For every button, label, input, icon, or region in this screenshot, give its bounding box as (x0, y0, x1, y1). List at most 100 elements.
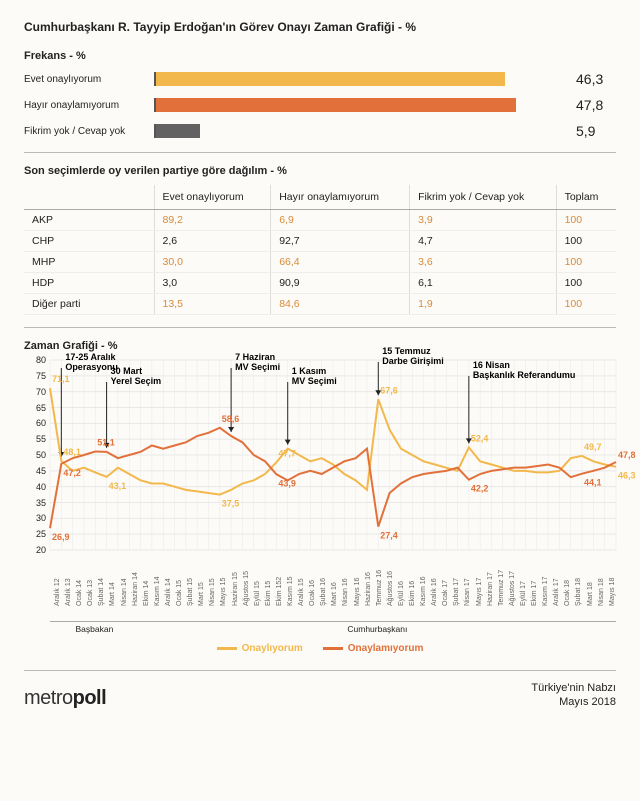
svg-text:46,3: 46,3 (618, 471, 636, 481)
x-tick: Mayıs 15 (220, 595, 227, 606)
freq-value: 5,9 (576, 123, 616, 139)
svg-text:7 Haziran: 7 Haziran (235, 352, 275, 362)
svg-text:17-25 Aralık: 17-25 Aralık (65, 352, 116, 362)
svg-text:42,2: 42,2 (471, 484, 489, 494)
x-tick: Ocak 15 (176, 595, 183, 606)
table-cell: 84,6 (271, 294, 410, 315)
svg-text:43,1: 43,1 (109, 481, 127, 491)
table-rowname: MHP (24, 252, 154, 273)
svg-text:52,4: 52,4 (471, 433, 489, 443)
svg-text:27,4: 27,4 (380, 531, 398, 541)
plot-area: 17-25 AralıkOperasyonu30 MartYerel Seçim… (50, 360, 616, 550)
table-header: Toplam (556, 185, 616, 210)
table-row: MHP30,066,43,6100 (24, 252, 616, 273)
x-tick: Mayıs 18 (609, 595, 616, 606)
x-tick: Ekim 152 (276, 595, 283, 606)
svg-text:47,8: 47,8 (618, 450, 636, 460)
table-rowname: AKP (24, 210, 154, 231)
svg-text:Başkanlık Referandumu: Başkanlık Referandumu (473, 370, 576, 380)
legend: Onaylıyorum Onaylamıyorum (24, 642, 616, 654)
svg-text:47,7: 47,7 (278, 448, 296, 458)
x-tick: Şubat 17 (453, 595, 460, 606)
table-row: Diğer parti13,584,61,9100 (24, 294, 616, 315)
x-tick: Mayıs 17 (476, 595, 483, 606)
party-table: Evet onaylıyorumHayır onaylamıyorumFikri… (24, 185, 616, 315)
freq-bar-track (154, 72, 570, 86)
x-tick: Haziran 16 (365, 595, 372, 606)
logo: metropoll (24, 687, 106, 710)
x-tick: Aralık 17 (553, 595, 560, 606)
x-tick: Aralık 13 (65, 595, 72, 606)
svg-text:71,1: 71,1 (52, 374, 70, 384)
x-tick: Haziran 17 (487, 595, 494, 606)
table-cell: 6,9 (271, 210, 410, 231)
divider (24, 152, 616, 153)
svg-text:51,1: 51,1 (97, 438, 115, 448)
x-tick: Şubat 15 (187, 595, 194, 606)
svg-text:49,7: 49,7 (584, 442, 602, 452)
table-cell: 92,7 (271, 231, 410, 252)
x-tick: Aralık 15 (298, 595, 305, 606)
freq-bars: Evet onaylıyorum46,3Hayır onaylamıyorum4… (24, 70, 616, 140)
freq-bar (156, 72, 505, 86)
svg-text:Yerel Seçim: Yerel Seçim (111, 376, 162, 386)
freq-value: 47,8 (576, 97, 616, 113)
x-tick: Şubat 18 (575, 595, 582, 606)
table-cell: 100 (556, 252, 616, 273)
x-tick: Nisan 17 (464, 595, 471, 606)
divider (24, 327, 616, 328)
svg-text:43,9: 43,9 (278, 478, 296, 488)
x-tick: Ocak 13 (87, 595, 94, 606)
legend-item: Onaylıyorum (217, 643, 303, 654)
x-tick: Kasım 14 (154, 595, 161, 606)
svg-text:15 Temmuz: 15 Temmuz (382, 346, 431, 356)
table-cell: 66,4 (271, 252, 410, 273)
svg-text:67,6: 67,6 (380, 385, 398, 395)
table-rowname: Diğer parti (24, 294, 154, 315)
table-header: Fikrim yok / Cevap yok (410, 185, 557, 210)
x-tick: Mart 16 (331, 595, 338, 606)
x-tick: Temmuz 17 (498, 595, 505, 606)
freq-bar-track (154, 98, 570, 112)
freq-label: Hayır onaylamıyorum (24, 100, 154, 111)
x-tick: Ekim 17 (531, 595, 538, 606)
x-tick: Nisan 14 (121, 595, 128, 606)
timechart-title: Zaman Grafiği - % (24, 340, 616, 352)
legend-item: Onaylamıyorum (323, 643, 424, 654)
svg-text:MV Seçimi: MV Seçimi (292, 376, 337, 386)
time-chart: 2025303540455055606570758017-25 AralıkOp… (24, 360, 616, 634)
table-rowname: CHP (24, 231, 154, 252)
footer: metropoll Türkiye'nin Nabzı Mayıs 2018 (24, 670, 616, 710)
x-tick: Ekim 14 (143, 595, 150, 606)
x-tick: Mart 18 (587, 595, 594, 606)
period-label: Başbakan (50, 621, 139, 634)
x-tick: Eylül 15 (254, 595, 261, 606)
table-row: HDP3,090,96,1100 (24, 273, 616, 294)
svg-text:48,1: 48,1 (63, 447, 81, 457)
x-tick: Ocak 17 (442, 595, 449, 606)
table-rowname: HDP (24, 273, 154, 294)
svg-text:44,1: 44,1 (584, 478, 602, 488)
table-cell: 1,9 (410, 294, 557, 315)
x-tick: Temmuz 16 (376, 595, 383, 606)
x-tick: Nisan 18 (598, 595, 605, 606)
freq-row: Fikrim yok / Cevap yok5,9 (24, 122, 616, 140)
table-cell: 89,2 (154, 210, 271, 231)
table-cell: 100 (556, 273, 616, 294)
legend-swatch (323, 647, 343, 650)
y-axis: 20253035404550556065707580 (24, 360, 48, 550)
legend-label: Onaylıyorum (242, 643, 303, 654)
table-cell: 30,0 (154, 252, 271, 273)
table-row: CHP2,692,74,7100 (24, 231, 616, 252)
table-cell: 100 (556, 231, 616, 252)
freq-row: Hayır onaylamıyorum 47,8 (24, 96, 616, 114)
x-tick: Aralık 16 (431, 595, 438, 606)
table-cell: 100 (556, 210, 616, 231)
x-tick: Aralık 12 (54, 595, 61, 606)
svg-text:37,5: 37,5 (222, 499, 240, 509)
freq-bar (156, 98, 516, 112)
svg-text:Darbe Girişimi: Darbe Girişimi (382, 356, 444, 366)
x-tick: Kasım 16 (420, 595, 427, 606)
x-tick: Eylül 16 (398, 595, 405, 606)
svg-text:58,6: 58,6 (222, 414, 240, 424)
